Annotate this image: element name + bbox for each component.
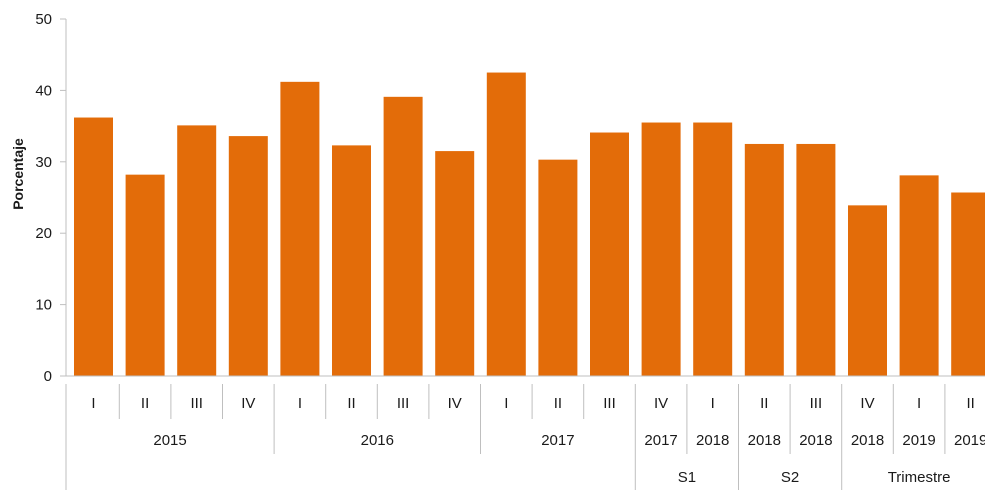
bar-IV-2017: [642, 123, 681, 376]
bar-II-2018: [745, 144, 784, 376]
year-group-label: 2016: [361, 432, 394, 449]
bars: [74, 73, 985, 376]
bar-IV-2016: [435, 151, 474, 376]
y-axis-label: Porcentaje: [10, 138, 26, 210]
bar-III-2015: [177, 125, 216, 376]
x-tick-label: II: [967, 395, 975, 412]
x-tick-label: II: [141, 395, 149, 412]
year-cell-label: 2019: [954, 432, 985, 449]
year-cell-label: 2019: [902, 432, 935, 449]
bar-III-2016: [384, 97, 423, 376]
y-tick-label: 10: [35, 297, 52, 314]
year-cell-label: 2018: [799, 432, 832, 449]
x-tick-label: I: [298, 395, 302, 412]
period-group-label: S2: [781, 469, 799, 486]
period-group-label: Trimestre: [888, 469, 951, 486]
x-tick-label: IV: [448, 395, 462, 412]
year-cell-label: 2018: [851, 432, 884, 449]
x-tick-label: III: [397, 395, 410, 412]
y-tick-label: 40: [35, 82, 52, 99]
x-tick-label: III: [603, 395, 616, 412]
bar-I-2016: [280, 82, 319, 376]
bar-II-2016: [332, 145, 371, 376]
y-tick-label: 20: [35, 225, 52, 242]
y-tick-label: 0: [44, 368, 52, 385]
y-axis: 0 10 20 30 40 50: [35, 11, 66, 385]
bar-I-2018: [693, 123, 732, 376]
year-cell-label: 2017: [644, 432, 677, 449]
bar-III-2018: [796, 144, 835, 376]
year-group-label: 2017: [541, 432, 574, 449]
x-tick-label: I: [917, 395, 921, 412]
x-tick-label: IV: [654, 395, 668, 412]
bar-I-2019: [900, 175, 939, 376]
year-group-label: 2015: [153, 432, 186, 449]
x-tick-label: I: [91, 395, 95, 412]
y-tick-label: 30: [35, 154, 52, 171]
x-tick-label: I: [504, 395, 508, 412]
period-group-label: S1: [678, 469, 696, 486]
bar-I-2017: [487, 73, 526, 376]
bar-II-2017: [538, 160, 577, 376]
bar-III-2017: [590, 133, 629, 376]
year-cell-label: 2018: [748, 432, 781, 449]
x-tick-label: IV: [860, 395, 874, 412]
y-tick-label: 50: [35, 11, 52, 28]
x-tick-label: III: [190, 395, 203, 412]
x-tick-label: IV: [241, 395, 255, 412]
x-tick-label: I: [711, 395, 715, 412]
bar-I-2015: [74, 118, 113, 376]
bar-II-2019: [951, 193, 985, 376]
x-tick-label: II: [347, 395, 355, 412]
year-cell-label: 2018: [696, 432, 729, 449]
x-tick-label: III: [810, 395, 823, 412]
bar-IV-2018: [848, 205, 887, 376]
bar-IV-2015: [229, 136, 268, 376]
x-tick-label: II: [554, 395, 562, 412]
x-tick-label: II: [760, 395, 768, 412]
bar-II-2015: [126, 175, 165, 376]
